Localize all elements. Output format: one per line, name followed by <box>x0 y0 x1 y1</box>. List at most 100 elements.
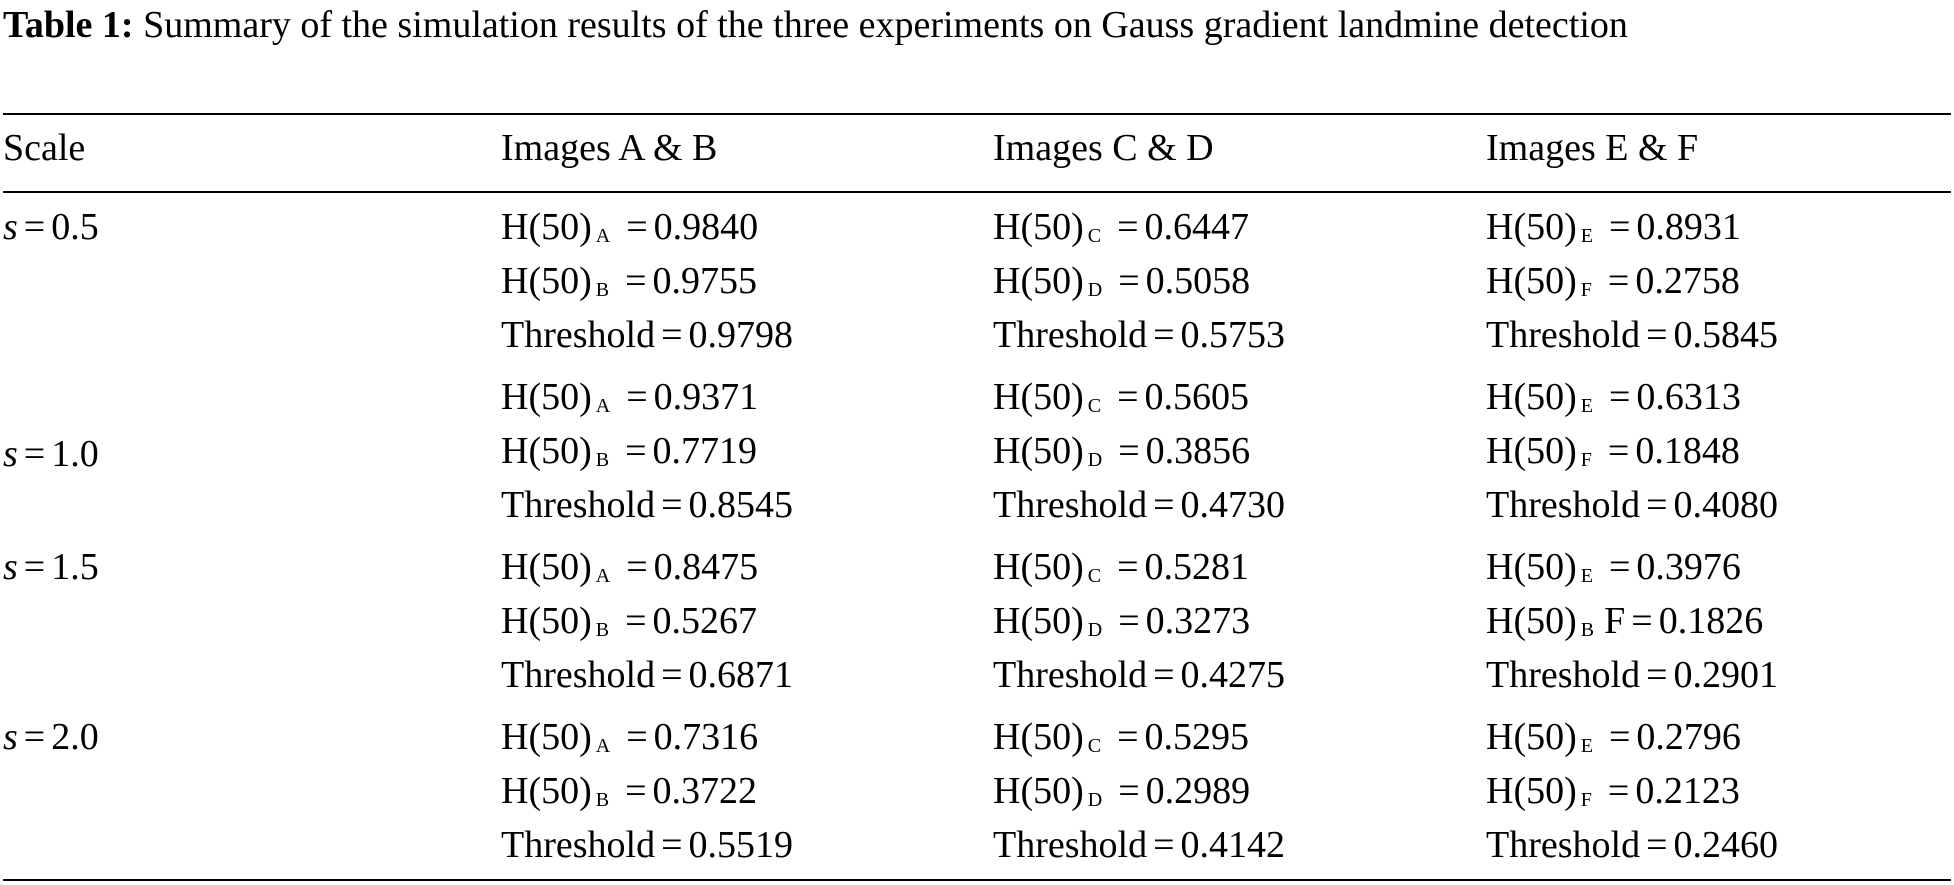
metric-value: 0.3856 <box>1145 430 1251 472</box>
entropy-value: H(50) F = 0.2123 <box>1486 769 1778 823</box>
metric-label: Threshold <box>501 314 656 356</box>
metric-subscript: C <box>1087 395 1102 417</box>
metric-value: 0.8931 <box>1636 206 1741 248</box>
metric-value: 0.2123 <box>1635 770 1740 812</box>
metric-value: 0.3273 <box>1145 600 1251 642</box>
equals-sign: = <box>1117 546 1139 588</box>
metric-label: H(50) <box>993 600 1084 642</box>
threshold-value: Threshold = 0.4275 <box>993 653 1285 707</box>
table-label: Table 1: <box>3 4 134 46</box>
metric-value: 0.4080 <box>1673 484 1779 526</box>
metric-subscript: C <box>1087 565 1102 587</box>
entropy-value: H(50) E = 0.3976 <box>1486 545 1778 599</box>
metric-value: 0.8545 <box>688 484 794 526</box>
metric-value: 0.5753 <box>1180 314 1286 356</box>
scale-variable: s <box>3 546 18 588</box>
result-cell: H(50) E = 0.3976 H(50) B F = 0.1826 Threshold = 0.2… <box>1486 545 1778 707</box>
result-cell: H(50) A = 0.8475 H(50) B = 0.5267 Threshold = 0.68… <box>501 545 793 707</box>
entropy-value: H(50) A = 0.8475 <box>501 545 793 599</box>
entropy-value: H(50) A = 0.7316 <box>501 715 793 769</box>
metric-label: H(50) <box>993 546 1084 588</box>
equals-sign: = <box>23 433 46 475</box>
metric-subscript: E <box>1580 225 1593 247</box>
metric-subscript: E <box>1580 395 1593 417</box>
scale-variable: s <box>3 716 18 758</box>
metric-value: 0.5605 <box>1144 376 1250 418</box>
metric-label: H(50) <box>993 716 1084 758</box>
metric-subscript: A <box>595 735 611 757</box>
entropy-value: H(50) F = 0.1848 <box>1486 429 1778 483</box>
metric-subscript: D <box>1087 789 1103 811</box>
threshold-value: Threshold = 0.4730 <box>993 483 1285 537</box>
metric-subscript: D <box>1087 279 1103 301</box>
entropy-value: H(50) D = 0.5058 <box>993 259 1285 313</box>
metric-subscript: E <box>1580 735 1593 757</box>
metric-label: H(50) <box>1486 770 1577 812</box>
metric-label: H(50) <box>1486 430 1577 472</box>
metric-value: 0.6871 <box>688 654 794 696</box>
metric-label: Threshold <box>501 484 656 526</box>
metric-subscript: C <box>1087 225 1102 247</box>
entropy-value: H(50) D = 0.2989 <box>993 769 1285 823</box>
metric-subscript: A <box>595 565 611 587</box>
equals-sign: = <box>626 546 648 588</box>
metric-value: 0.6313 <box>1636 376 1741 418</box>
metric-label: H(50) <box>501 376 592 418</box>
result-cell: H(50) A = 0.7316 H(50) B = 0.3722 Threshold = 0.55… <box>501 715 793 877</box>
equals-sign: = <box>625 430 647 472</box>
metric-value: 0.2460 <box>1673 824 1779 866</box>
metric-label: H(50) <box>993 206 1084 248</box>
metric-value: 0.2989 <box>1145 770 1251 812</box>
metric-label: H(50) <box>501 770 592 812</box>
threshold-value: Threshold = 0.5845 <box>1486 313 1778 367</box>
equals-sign: = <box>1153 484 1175 526</box>
metric-label: Threshold <box>1486 484 1641 526</box>
metric-label: H(50) <box>993 770 1084 812</box>
metric-label: H(50) <box>501 206 592 248</box>
metric-value: 0.8475 <box>653 546 759 588</box>
metric-label: Threshold <box>501 824 656 866</box>
equals-sign: = <box>661 314 683 356</box>
metric-value: 0.5058 <box>1145 260 1251 302</box>
metric-suffix: F <box>1604 600 1626 642</box>
metric-label: Threshold <box>993 484 1148 526</box>
threshold-value: Threshold = 0.4080 <box>1486 483 1778 537</box>
equals-sign: = <box>625 260 647 302</box>
metric-subscript: D <box>1087 619 1103 641</box>
metric-label: Threshold <box>993 314 1148 356</box>
equals-sign: = <box>1118 260 1140 302</box>
entropy-value: H(50) C = 0.5605 <box>993 375 1285 429</box>
metric-subscript: D <box>1087 449 1103 471</box>
threshold-value: Threshold = 0.5519 <box>501 823 793 877</box>
result-cell: H(50) C = 0.5295 H(50) D = 0.2989 Threshold = 0.41… <box>993 715 1285 877</box>
equals-sign: = <box>1118 770 1140 812</box>
metric-value: 0.9798 <box>688 314 794 356</box>
metric-subscript: F <box>1580 449 1592 471</box>
result-cell: H(50) E = 0.8931 H(50) F = 0.2758 Threshold = 0.58… <box>1486 205 1778 367</box>
equals-sign: = <box>1117 716 1139 758</box>
metric-label: Threshold <box>1486 654 1641 696</box>
result-cell: H(50) A = 0.9840 H(50) B = 0.9755 Threshold = 0.97… <box>501 205 793 367</box>
metric-label: H(50) <box>1486 716 1577 758</box>
metric-label: H(50) <box>993 260 1084 302</box>
metric-label: H(50) <box>1486 206 1577 248</box>
metric-value: 0.5845 <box>1673 314 1779 356</box>
scale-value: 0.5 <box>51 206 99 248</box>
scale-variable: s <box>3 206 18 248</box>
scale-cell: s = 1.0 <box>3 432 99 476</box>
metric-value: 0.9840 <box>653 206 759 248</box>
entropy-value: H(50) D = 0.3273 <box>993 599 1285 653</box>
equals-sign: = <box>1153 314 1175 356</box>
equals-sign: = <box>1646 654 1668 696</box>
equals-sign: = <box>1607 260 1630 302</box>
equals-sign: = <box>626 716 648 758</box>
threshold-value: Threshold = 0.6871 <box>501 653 793 707</box>
metric-label: H(50) <box>501 260 592 302</box>
result-cell: H(50) C = 0.5281 H(50) D = 0.3273 Threshold = 0.42… <box>993 545 1285 707</box>
result-cell: H(50) E = 0.6313 H(50) F = 0.1848 Threshold = 0.40… <box>1486 375 1778 537</box>
metric-subscript: F <box>1580 789 1592 811</box>
result-cell: H(50) E = 0.2796 H(50) F = 0.2123 Threshold = 0.24… <box>1486 715 1778 877</box>
entropy-value: H(50) F = 0.2758 <box>1486 259 1778 313</box>
threshold-value: Threshold = 0.5753 <box>993 313 1285 367</box>
threshold-value: Threshold = 0.4142 <box>993 823 1285 877</box>
